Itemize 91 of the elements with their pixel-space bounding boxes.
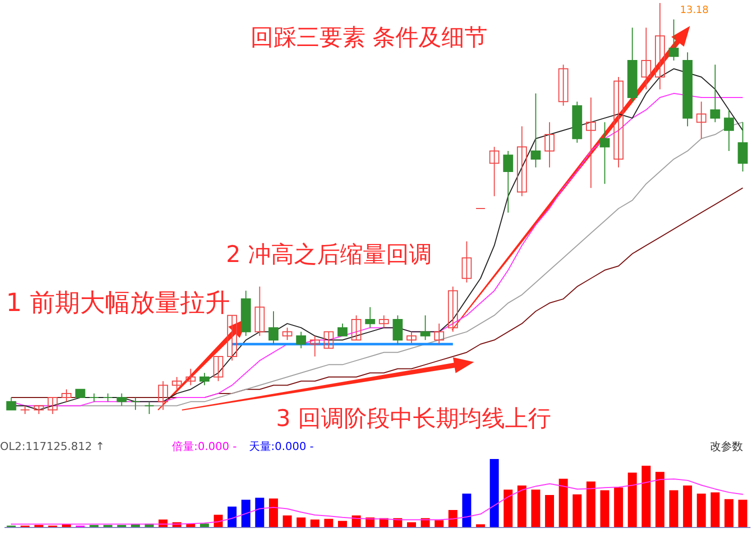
bar (545, 495, 554, 527)
candlestick (503, 150, 514, 214)
bar (614, 488, 624, 527)
candlestick (420, 314, 430, 341)
bar (600, 490, 610, 527)
candlestick (489, 146, 500, 197)
candlestick (227, 314, 238, 362)
candlestick (282, 327, 292, 341)
bar (255, 498, 264, 527)
bar (558, 478, 568, 527)
candlestick (600, 122, 610, 184)
candlestick (61, 388, 72, 402)
candlestick (144, 401, 154, 414)
candlestick (654, 2, 665, 90)
bar (296, 517, 306, 527)
candlestick (158, 380, 168, 410)
bar (710, 492, 720, 527)
annotation: 13.18 (680, 5, 709, 16)
candlestick (172, 376, 182, 390)
text: 改参数 (710, 440, 743, 453)
candlestick (310, 335, 320, 357)
bar (628, 472, 637, 527)
candlestick (6, 397, 16, 410)
candlestick (614, 76, 624, 168)
annotation: 1 前期大幅放量拉升 (6, 288, 230, 317)
bar (655, 472, 664, 527)
bar (434, 520, 444, 527)
text: OL2:117125.812 ↑ (0, 440, 105, 453)
bar (407, 522, 416, 527)
candlestick (365, 306, 376, 328)
candlestick (48, 397, 58, 414)
candlestick (268, 310, 278, 345)
bar (586, 481, 596, 527)
candlestick (544, 122, 555, 168)
candlestick (641, 27, 652, 90)
candlestick (186, 368, 196, 386)
candlestick (254, 286, 265, 336)
candlestick (338, 323, 348, 336)
bar (738, 500, 748, 527)
candlestick (130, 397, 140, 410)
bar (310, 520, 320, 527)
bar (130, 524, 140, 527)
candlestick (392, 314, 403, 345)
bar (62, 524, 71, 527)
candlestick (710, 64, 720, 123)
candlestick (378, 314, 389, 328)
bar (338, 520, 347, 527)
candlestick (324, 331, 334, 349)
bar (490, 459, 499, 527)
candlestick (738, 122, 748, 172)
candlestick (530, 92, 541, 168)
text: 天量:0.000 - (249, 440, 314, 453)
bar (448, 510, 458, 527)
bar (683, 486, 692, 527)
text: 倍量:0.000 - (172, 440, 237, 453)
candlestick (516, 126, 527, 197)
bar (282, 515, 292, 527)
candlestick (213, 356, 224, 382)
bar (724, 499, 734, 527)
bar (572, 494, 582, 527)
bar (352, 515, 361, 527)
candlestick (448, 286, 458, 332)
text: 回踩三要素 条件及细节 (250, 25, 488, 51)
candlestick (696, 101, 706, 140)
annotation: 2 冲高之后缩量回调 (226, 242, 432, 268)
candlestick (668, 18, 679, 62)
annotation: 3 回调阶段中长期均线上行 (276, 406, 551, 432)
candlestick (199, 372, 210, 386)
bar (200, 524, 209, 527)
candlestick (434, 323, 444, 345)
candlestick (296, 331, 306, 349)
bar (462, 494, 472, 527)
candlestick (406, 331, 416, 345)
candlestick (462, 240, 472, 283)
bar (669, 490, 678, 527)
bar (214, 514, 223, 527)
bar (228, 506, 237, 527)
bar (517, 486, 526, 527)
candlestick (351, 314, 362, 341)
bar (504, 490, 513, 527)
bar (324, 518, 334, 527)
bar (241, 500, 250, 527)
candlestick (724, 109, 734, 152)
bar (642, 466, 651, 527)
candlestick (116, 392, 127, 406)
candlestick (586, 97, 596, 188)
candlestick (558, 64, 568, 106)
bar (696, 494, 706, 527)
bar (476, 524, 485, 527)
bar (269, 498, 278, 527)
bar (531, 490, 540, 527)
